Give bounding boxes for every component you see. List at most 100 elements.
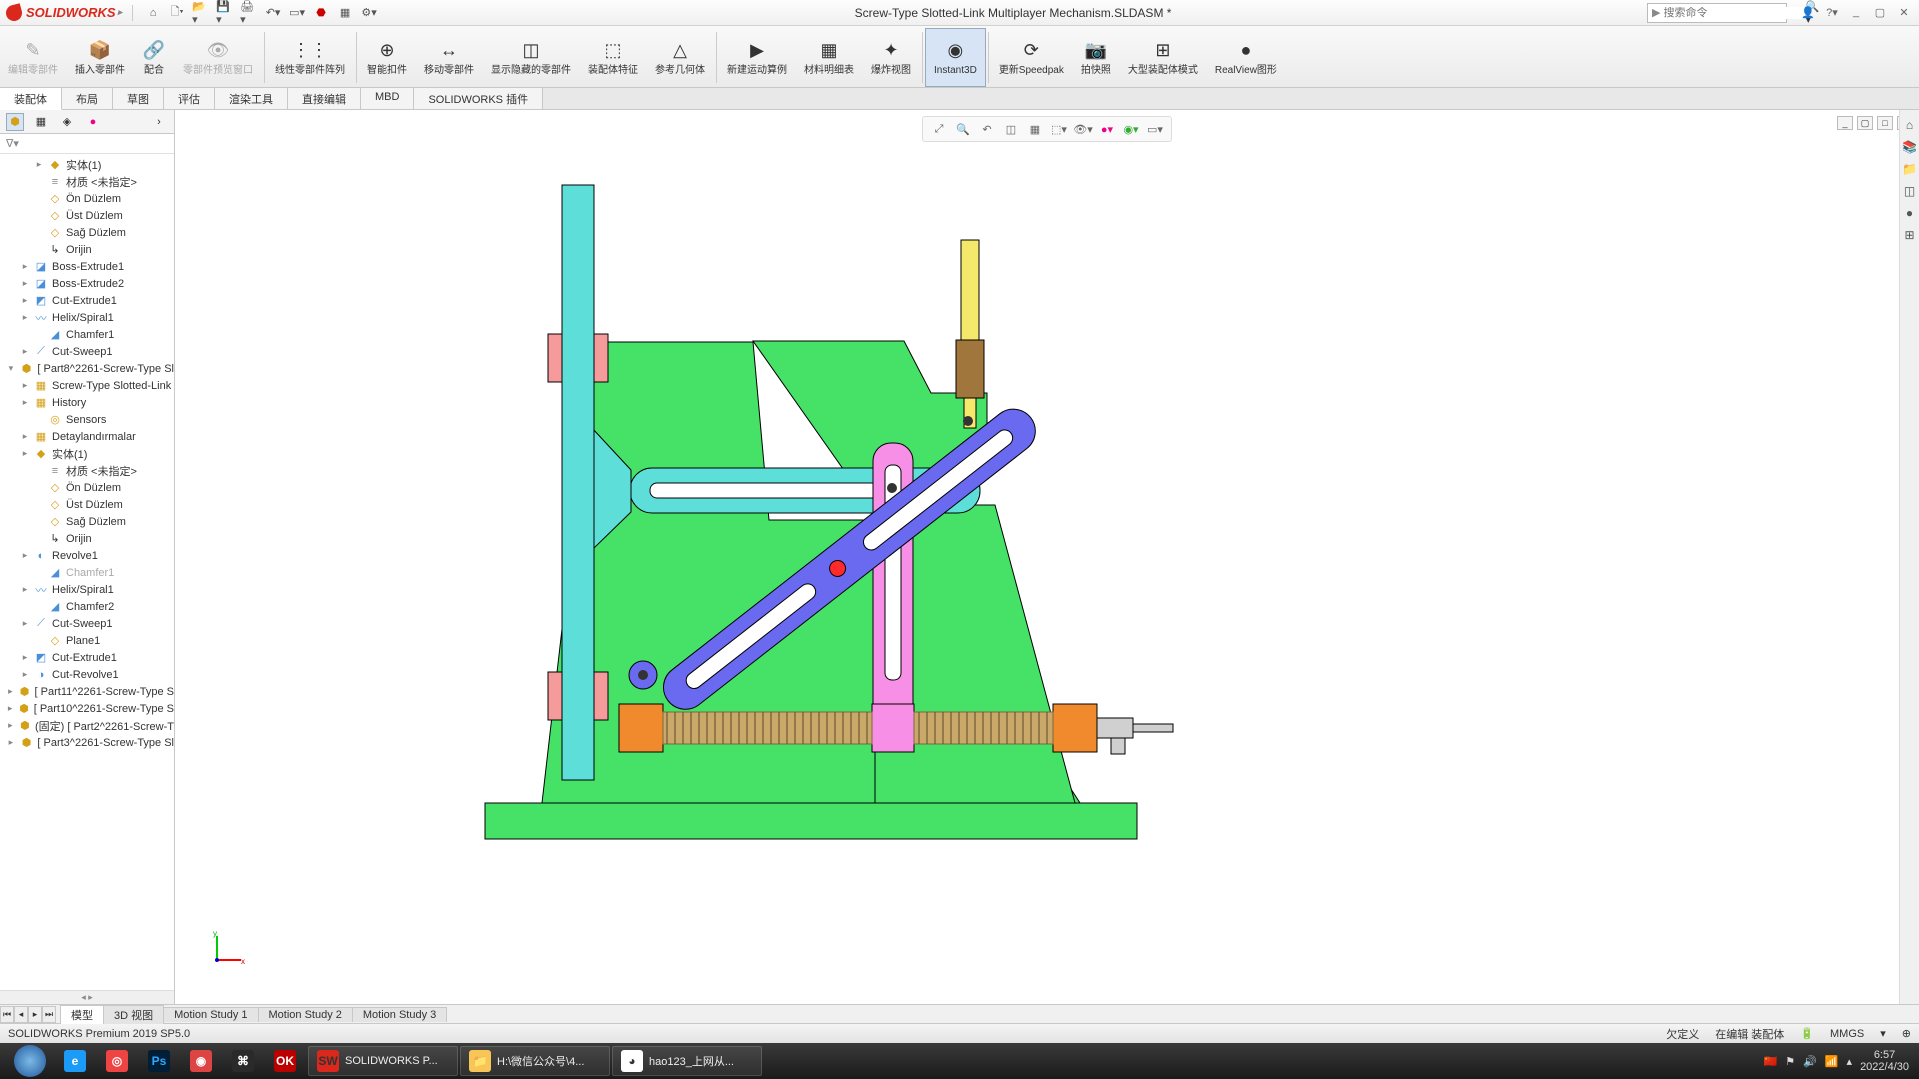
tree-item[interactable]: ↳Orijin bbox=[0, 530, 174, 547]
taskbar-clock[interactable]: 6:57 2022/4/30 bbox=[1860, 1049, 1913, 1073]
tree-item[interactable]: ▸〰Helix/Spiral1 bbox=[0, 581, 174, 598]
save-icon[interactable]: 💾▾ bbox=[215, 3, 235, 23]
ribbon-线性零部件阵列[interactable]: ⋮⋮线性零部件阵列 bbox=[267, 28, 354, 87]
taskpane-explorer-icon[interactable]: 📁 bbox=[1902, 162, 1918, 178]
settings-icon[interactable]: ⚙▾ bbox=[359, 3, 379, 23]
taskbar-window[interactable]: ◕hao123_上网从... bbox=[612, 1046, 762, 1076]
taskbar-pinned-app[interactable]: OK bbox=[266, 1046, 306, 1076]
expand-icon[interactable]: ▸ bbox=[6, 737, 16, 748]
options-icon[interactable]: ▦ bbox=[335, 3, 355, 23]
tree-item[interactable]: ▾⬢[ Part8^2261-Screw-Type Sl bbox=[0, 360, 174, 377]
scroll-last-icon[interactable]: ⏭ bbox=[42, 1006, 56, 1023]
taskbar-pinned-app[interactable]: ⌘ bbox=[224, 1046, 264, 1076]
tree-item[interactable]: ▸◪Boss-Extrude1 bbox=[0, 258, 174, 275]
cmd-tab-评估[interactable]: 评估 bbox=[164, 88, 215, 109]
ribbon-显示隐藏的零部件[interactable]: ◫显示隐藏的零部件 bbox=[483, 28, 580, 87]
orientation-triad[interactable]: y x bbox=[209, 928, 249, 968]
scroll-next-icon[interactable]: ▸ bbox=[28, 1006, 42, 1023]
tree-item[interactable]: ▸⬢[ Part3^2261-Screw-Type Sl bbox=[0, 734, 174, 751]
fm-tab-tree-icon[interactable]: ⬢ bbox=[6, 113, 24, 131]
tree-item[interactable]: ◇Üst Düzlem bbox=[0, 207, 174, 224]
tree-item[interactable]: ◢Chamfer1 bbox=[0, 564, 174, 581]
collapse-panel-icon[interactable]: › bbox=[150, 113, 168, 131]
fm-tab-property-icon[interactable]: ▦ bbox=[32, 113, 50, 131]
expand-icon[interactable]: ▾ bbox=[6, 363, 16, 374]
close-icon[interactable]: ✕ bbox=[1895, 6, 1913, 19]
scroll-first-icon[interactable]: ⏮ bbox=[0, 1006, 14, 1023]
ribbon-移动零部件[interactable]: ↔移动零部件 bbox=[416, 28, 483, 87]
expand-icon[interactable]: ▸ bbox=[6, 686, 15, 697]
taskbar-window[interactable]: SWSOLIDWORKS P... bbox=[308, 1046, 458, 1076]
fm-tab-config-icon[interactable]: ◈ bbox=[58, 113, 76, 131]
print-icon[interactable]: 🖨▾ bbox=[239, 3, 259, 23]
ribbon-智能扣件[interactable]: ⊕智能扣件 bbox=[359, 28, 416, 87]
status-dropdown-icon[interactable]: ▾ bbox=[1880, 1027, 1886, 1040]
tree-item[interactable]: ↳Orijin bbox=[0, 241, 174, 258]
expand-icon[interactable]: ▸ bbox=[20, 312, 30, 323]
status-cog-icon[interactable]: ⊕ bbox=[1902, 1027, 1911, 1040]
select-icon[interactable]: ▭▾ bbox=[287, 3, 307, 23]
taskpane-lib-icon[interactable]: 📚 bbox=[1902, 140, 1918, 156]
cmd-tab-MBD[interactable]: MBD bbox=[361, 88, 414, 109]
ribbon-插入零部件[interactable]: 📦插入零部件 bbox=[67, 28, 134, 87]
tree-item[interactable]: ▸▦Screw-Type Slotted-Link bbox=[0, 377, 174, 394]
tree-item[interactable]: ◢Chamfer2 bbox=[0, 598, 174, 615]
btm-tab-scroll[interactable]: ⏮ ◂ ▸ ⏭ bbox=[0, 1006, 56, 1023]
filter-icon[interactable]: ∇▾ bbox=[6, 137, 19, 150]
ribbon-RealView图形[interactable]: ●RealView图形 bbox=[1207, 28, 1286, 87]
tree-item[interactable]: ▸⟋Cut-Sweep1 bbox=[0, 615, 174, 632]
search-input[interactable] bbox=[1663, 7, 1805, 19]
minimize-icon[interactable]: _ bbox=[1847, 6, 1865, 19]
tray-network-icon[interactable]: 📶 bbox=[1825, 1055, 1839, 1068]
taskpane-home-icon[interactable]: ⌂ bbox=[1902, 118, 1918, 134]
taskbar-pinned-app[interactable]: e bbox=[56, 1046, 96, 1076]
tree-item[interactable]: ▸⬢[ Part11^2261-Screw-Type S bbox=[0, 683, 174, 700]
ribbon-大型装配体模式[interactable]: ⊞大型装配体模式 bbox=[1120, 28, 1207, 87]
tray-flag-icon[interactable]: ⚑ bbox=[1785, 1055, 1795, 1068]
taskbar-pinned-app[interactable]: Ps bbox=[140, 1046, 180, 1076]
ribbon-拍快照[interactable]: 📷拍快照 bbox=[1073, 28, 1120, 87]
expand-icon[interactable]: ▸ bbox=[6, 720, 15, 731]
tree-item[interactable]: ▸◆实体(1) bbox=[0, 445, 174, 462]
home-icon[interactable]: ⌂ bbox=[143, 3, 163, 23]
btm-tab-Motion Study 3[interactable]: Motion Study 3 bbox=[352, 1007, 447, 1022]
system-tray[interactable]: 🇨🇳 ⚑ 🔊 📶 ▴ 6:57 2022/4/30 bbox=[1764, 1049, 1913, 1073]
expand-icon[interactable]: ▸ bbox=[20, 652, 30, 663]
ribbon-更新Speedpak[interactable]: ⟳更新Speedpak bbox=[991, 28, 1073, 87]
tree-item[interactable]: ▸◐Revolve1 bbox=[0, 547, 174, 564]
tree-item[interactable]: ◢Chamfer1 bbox=[0, 326, 174, 343]
status-units[interactable]: MMGS bbox=[1830, 1028, 1864, 1040]
cmd-tab-渲染工具[interactable]: 渲染工具 bbox=[215, 88, 288, 109]
tree-item[interactable]: ▸◩Cut-Extrude1 bbox=[0, 292, 174, 309]
cmd-tab-SOLIDWORKS 插件[interactable]: SOLIDWORKS 插件 bbox=[414, 88, 543, 109]
tray-volume-icon[interactable]: 🔊 bbox=[1803, 1055, 1817, 1068]
expand-icon[interactable]: ▸ bbox=[20, 584, 30, 595]
expand-icon[interactable]: ▸ bbox=[20, 261, 30, 272]
tree-item[interactable]: ◇Ön Düzlem bbox=[0, 479, 174, 496]
btm-tab-Motion Study 2[interactable]: Motion Study 2 bbox=[258, 1007, 353, 1022]
ribbon-Instant3D[interactable]: ◉Instant3D bbox=[925, 28, 986, 87]
tree-scroll-hint[interactable]: ◂ ▸ bbox=[0, 990, 174, 1004]
help-icon[interactable]: ?▾ bbox=[1823, 6, 1841, 19]
btm-tab-模型[interactable]: 模型 bbox=[60, 1005, 104, 1024]
user-icon[interactable]: 👤 bbox=[1799, 6, 1817, 19]
tree-item[interactable]: ▸◩Cut-Extrude1 bbox=[0, 649, 174, 666]
tree-item[interactable]: ◇Sağ Düzlem bbox=[0, 513, 174, 530]
tree-item[interactable]: ▸◆实体(1) bbox=[0, 156, 174, 173]
tree-item[interactable]: ◎Sensors bbox=[0, 411, 174, 428]
cmd-tab-布局[interactable]: 布局 bbox=[62, 88, 113, 109]
taskpane-custom-icon[interactable]: ⊞ bbox=[1902, 228, 1918, 244]
tree-item[interactable]: ≡材质 <未指定> bbox=[0, 173, 174, 190]
ribbon-参考几何体[interactable]: △参考几何体 bbox=[647, 28, 714, 87]
rebuild-icon[interactable]: ⬣ bbox=[311, 3, 331, 23]
ribbon-配合[interactable]: 🔗配合 bbox=[134, 28, 175, 87]
expand-icon[interactable]: ▸ bbox=[20, 431, 30, 442]
expand-icon[interactable]: ▸ bbox=[20, 295, 30, 306]
tray-lang-icon[interactable]: 🇨🇳 bbox=[1764, 1055, 1778, 1068]
tree-item[interactable]: ◇Plane1 bbox=[0, 632, 174, 649]
btm-tab-3D 视图[interactable]: 3D 视图 bbox=[103, 1005, 164, 1024]
taskbar-pinned-app[interactable]: ◎ bbox=[98, 1046, 138, 1076]
taskpane-view-icon[interactable]: ◫ bbox=[1902, 184, 1918, 200]
cmd-tab-装配体[interactable]: 装配体 bbox=[0, 88, 62, 110]
fm-tab-display-icon[interactable]: ● bbox=[84, 113, 102, 131]
